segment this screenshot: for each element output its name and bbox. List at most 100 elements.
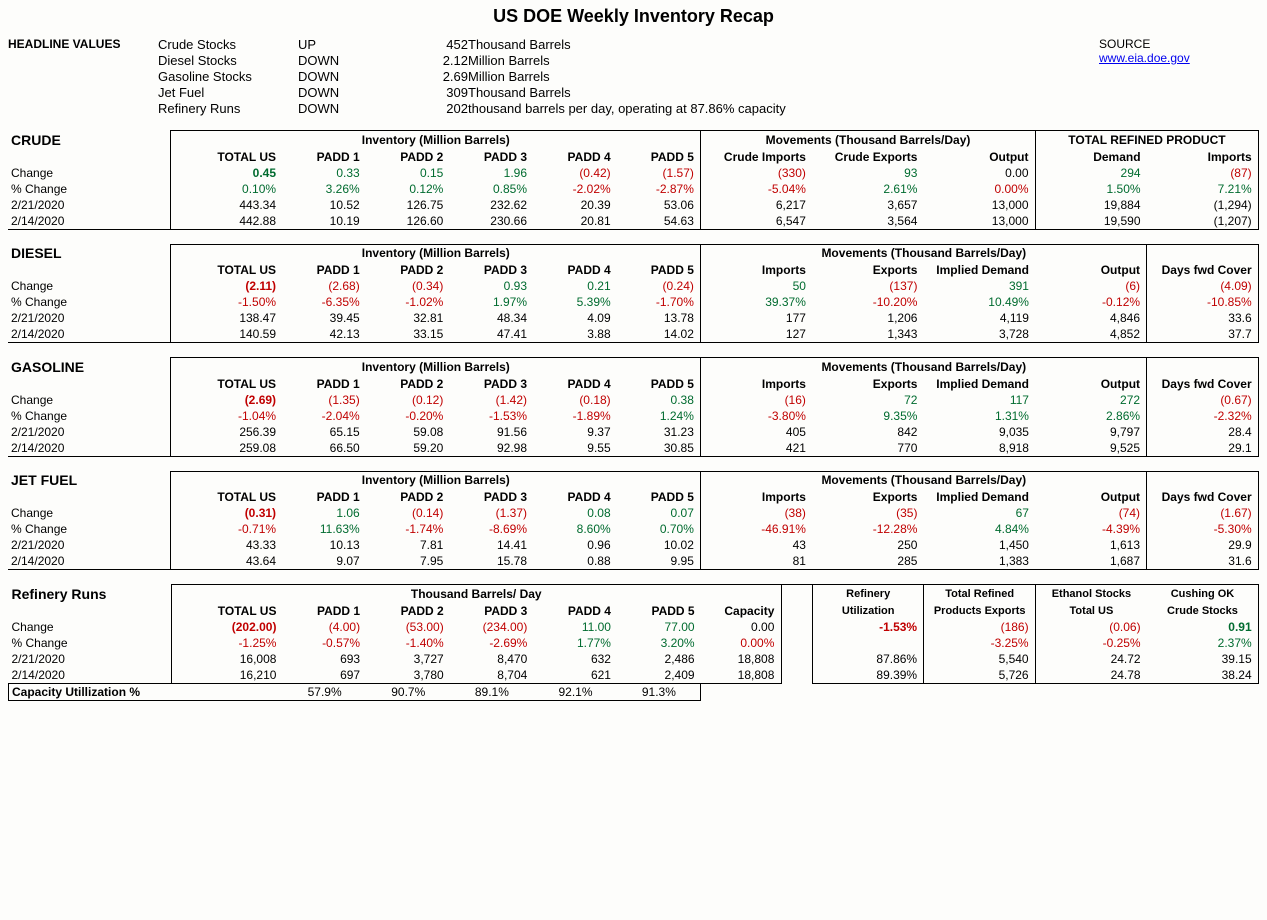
cell: 4,846 [1035, 310, 1147, 326]
cell: 256.39 [171, 424, 283, 440]
data-table: JET FUELInventory (Million Barrels)Movem… [8, 471, 1259, 571]
col-header: PADD 5 [617, 489, 701, 505]
cell: 8,470 [450, 651, 534, 667]
days-cover-spacer [1147, 244, 1259, 262]
blank [8, 262, 171, 278]
cell: 842 [812, 424, 924, 440]
inventory-title: Inventory (Million Barrels) [171, 131, 701, 149]
col-header: PADD 5 [617, 262, 701, 278]
col-header: Output [1035, 262, 1147, 278]
cell: 24.72 [1035, 651, 1147, 667]
cell: 0.00 [924, 165, 1036, 181]
cell: 13.78 [617, 310, 701, 326]
headline-name: Refinery Runs [158, 101, 298, 116]
gap [781, 635, 812, 651]
cell: (16) [701, 392, 813, 408]
col-header: PADD 2 [366, 489, 450, 505]
cell: 65.15 [282, 424, 366, 440]
movements-title: Movements (Thousand Barrels/Day) [701, 244, 1147, 262]
section-name: CRUDE [8, 131, 171, 149]
cell: 0.45 [171, 165, 283, 181]
right-title: Total Refined [924, 585, 1036, 603]
cell: -2.04% [282, 408, 366, 424]
cell: 3,727 [366, 651, 450, 667]
col-header: PADD 1 [283, 603, 367, 619]
cell: 0.70% [617, 521, 701, 537]
headline-val: 202 [418, 101, 468, 116]
cell: 0.21 [533, 278, 617, 294]
cell: 33.15 [366, 326, 450, 343]
cell: -3.25% [924, 635, 1036, 651]
cell: -0.20% [366, 408, 450, 424]
cell: -1.89% [533, 408, 617, 424]
cell: 6,547 [701, 213, 813, 230]
cell: -1.02% [366, 294, 450, 310]
cell: 9,797 [1035, 424, 1147, 440]
row-label: 2/21/2020 [8, 537, 171, 553]
cell: 5,726 [924, 667, 1036, 684]
cell: 0.96 [533, 537, 617, 553]
inventory-title: Inventory (Million Barrels) [171, 244, 701, 262]
cell: 67 [924, 505, 1036, 521]
cell: 259.08 [171, 440, 283, 457]
cell: 3.20% [617, 635, 701, 651]
section-name: GASOLINE [8, 358, 171, 376]
cell: -0.25% [1035, 635, 1147, 651]
cell: 39.37% [701, 294, 813, 310]
row-label: 2/21/2020 [8, 197, 171, 213]
page-title: US DOE Weekly Inventory Recap [8, 6, 1259, 27]
headline-dir: DOWN [298, 85, 418, 100]
cell: 10.19 [282, 213, 366, 230]
col-header: TOTAL US [171, 262, 283, 278]
days-cover-spacer [1147, 358, 1259, 376]
cell: 77.00 [617, 619, 701, 635]
cell: 632 [534, 651, 618, 667]
cell: (0.14) [366, 505, 450, 521]
cell: 2.61% [812, 181, 924, 197]
cell: 2.86% [1035, 408, 1147, 424]
cell: 272 [1035, 392, 1147, 408]
cell: 91.56 [450, 424, 534, 440]
cell: 8.60% [533, 521, 617, 537]
cell: 0.88 [533, 553, 617, 570]
cell: -10.20% [812, 294, 924, 310]
col-header: PADD 4 [533, 489, 617, 505]
right-title: Cushing OK [1147, 585, 1259, 603]
cell: 127 [701, 326, 813, 343]
col-header: Output [1035, 376, 1147, 392]
cell: (2.68) [282, 278, 366, 294]
cell: 39.45 [282, 310, 366, 326]
cell: 29.1 [1147, 440, 1259, 457]
cell: (0.34) [366, 278, 450, 294]
cell: 43.64 [171, 553, 283, 570]
cell: 53.06 [617, 197, 701, 213]
cell: 9,035 [924, 424, 1036, 440]
cell: 693 [283, 651, 367, 667]
cell: (53.00) [366, 619, 450, 635]
headline-block: HEADLINE VALUES Crude StocksUP452Thousan… [8, 37, 1259, 116]
headline-name: Crude Stocks [158, 37, 298, 52]
col-header: PADD 2 [366, 262, 450, 278]
cell: 4.09 [533, 310, 617, 326]
cell: 93 [812, 165, 924, 181]
cell: 1.24% [617, 408, 701, 424]
cell: 50 [701, 278, 813, 294]
col-header: PADD 2 [366, 603, 450, 619]
headline-name: Jet Fuel [158, 85, 298, 100]
section-name: Refinery Runs [9, 585, 172, 603]
cell: 1,687 [1035, 553, 1147, 570]
row-label: 2/21/2020 [8, 424, 171, 440]
cell: (186) [924, 619, 1036, 635]
row-label: % Change [8, 181, 171, 197]
cell: -3.80% [701, 408, 813, 424]
cap-util-label: Capacity Utillization % [9, 683, 172, 700]
cell: 1.06 [282, 505, 366, 521]
cell: 6,217 [701, 197, 813, 213]
cell: -1.25% [171, 635, 283, 651]
section-GASOLINE: GASOLINEInventory (Million Barrels)Movem… [8, 357, 1259, 457]
cell: -0.57% [283, 635, 367, 651]
col-header: PADD 5 [617, 376, 701, 392]
source-link[interactable]: www.eia.doe.gov [1099, 51, 1190, 65]
cell: (0.31) [171, 505, 283, 521]
cell: 0.00 [701, 619, 781, 635]
